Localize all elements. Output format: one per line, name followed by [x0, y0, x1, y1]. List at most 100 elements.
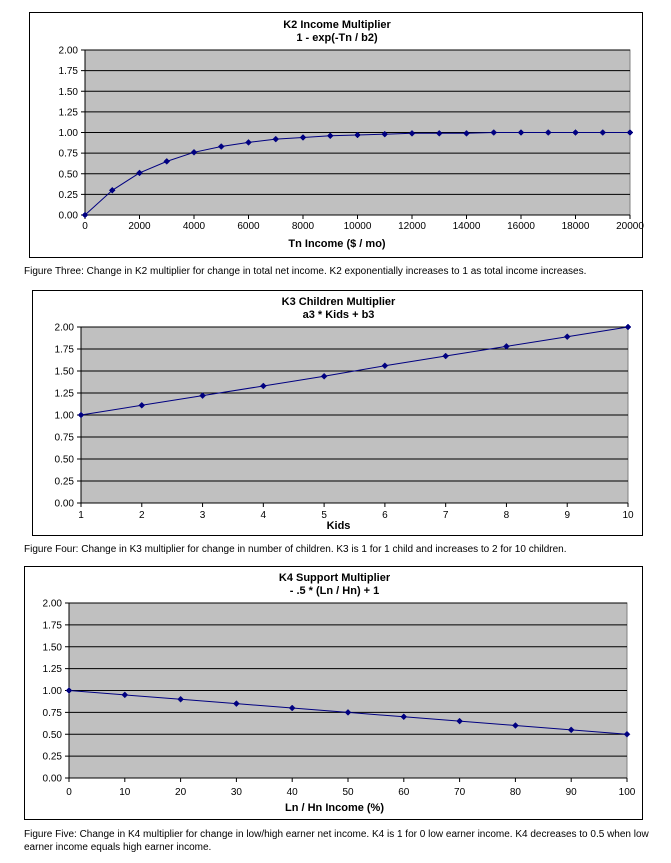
x-tick-label: 8000: [292, 221, 315, 232]
figure-three-caption: Figure Three: Change in K2 multiplier fo…: [24, 266, 587, 277]
data-point: [108, 186, 116, 194]
y-tick-label: 1.25: [43, 664, 63, 675]
y-tick-label: 0.50: [59, 169, 79, 180]
y-tick-label: 0.75: [59, 149, 79, 160]
y-tick-label: 1.50: [59, 87, 79, 98]
k4-chart-frame: K4 Support Multiplier - .5 * (Ln / Hn) + …: [24, 566, 643, 820]
data-point: [344, 709, 352, 716]
data-point: [163, 158, 171, 165]
data-point: [567, 726, 575, 734]
x-axis-label: Tn Income ($ / mo): [288, 238, 386, 250]
data-point: [463, 129, 470, 137]
data-point: [138, 401, 146, 409]
y-tick-label: 1.00: [55, 411, 75, 422]
y-tick-label: 0.25: [59, 190, 79, 201]
data-point: [288, 704, 296, 712]
chart-subtitle: - .5 * (Ln / Hn) + 1: [290, 585, 380, 597]
x-axis-label: Kids: [327, 520, 351, 532]
x-tick-label: 30: [231, 787, 243, 798]
x-tick-label: 10: [119, 787, 131, 798]
y-tick-label: 1.50: [55, 367, 75, 378]
chart-subtitle: a3 * Kids + b3: [303, 309, 375, 321]
data-point: [624, 323, 632, 331]
data-point: [233, 700, 240, 707]
x-tick-label: 10000: [344, 221, 372, 232]
x-tick-label: 10: [622, 510, 634, 521]
data-point: [299, 134, 307, 141]
x-tick-label: 4000: [183, 221, 206, 232]
x-tick-label: 0: [66, 787, 72, 798]
data-point: [435, 129, 443, 137]
y-tick-label: 0.50: [55, 455, 75, 466]
data-point: [217, 143, 225, 150]
data-point: [81, 211, 89, 219]
x-tick-label: 7: [443, 510, 449, 521]
y-tick-label: 0.25: [55, 477, 75, 488]
data-point: [65, 687, 73, 694]
data-point: [503, 343, 510, 350]
x-axis-label: Ln / Hn Income (%): [285, 802, 384, 814]
y-tick-label: 0.50: [43, 730, 63, 741]
x-tick-label: 14000: [453, 221, 481, 232]
series-line: [80, 326, 629, 416]
data-point: [408, 129, 416, 137]
data-point: [326, 132, 334, 140]
data-point: [77, 411, 85, 419]
y-tick-label: 0.00: [55, 499, 75, 510]
x-tick-label: 2: [139, 510, 145, 521]
data-point: [245, 139, 252, 146]
data-point: [572, 129, 579, 136]
x-tick-label: 60: [398, 787, 410, 798]
x-tick-label: 1: [78, 510, 84, 521]
chart-subtitle: 1 - exp(-Tn / b2): [296, 32, 378, 44]
data-point: [517, 129, 525, 136]
data-point: [563, 333, 571, 341]
x-tick-label: 6000: [237, 221, 260, 232]
x-tick-label: 100: [619, 787, 636, 798]
data-point: [320, 372, 328, 380]
data-point: [381, 130, 389, 138]
k4-support-multiplier-chart: K4 Support Multiplier- .5 * (Ln / Hn) + …: [43, 572, 636, 814]
y-tick-label: 2.00: [59, 46, 79, 57]
y-tick-label: 1.75: [55, 345, 75, 356]
figure-four-caption: Figure Four: Change in K3 multiplier for…: [24, 544, 567, 555]
y-tick-label: 0.25: [43, 752, 63, 763]
x-tick-label: 20: [175, 787, 187, 798]
y-tick-label: 1.00: [59, 128, 79, 139]
data-point: [490, 129, 498, 136]
x-tick-label: 70: [454, 787, 466, 798]
y-tick-label: 1.50: [43, 642, 63, 653]
data-point: [272, 135, 280, 143]
data-point: [626, 129, 634, 136]
x-tick-label: 50: [342, 787, 354, 798]
k3-chart-frame: K3 Children Multiplier a3 * Kids + b3 0.00…: [32, 290, 643, 536]
data-point: [381, 362, 389, 370]
y-tick-label: 2.00: [43, 599, 63, 610]
x-tick-label: 20000: [616, 221, 644, 232]
data-point: [512, 722, 519, 729]
x-tick-label: 4: [261, 510, 267, 521]
x-tick-label: 0: [82, 221, 88, 232]
data-point: [177, 695, 184, 703]
x-tick-label: 8: [504, 510, 510, 521]
x-tick-label: 6: [382, 510, 388, 521]
y-tick-label: 0.00: [59, 211, 79, 222]
chart-title: K2 Income Multiplier: [283, 19, 391, 31]
y-tick-label: 1.25: [55, 389, 75, 400]
data-point: [599, 129, 607, 136]
data-point: [442, 352, 450, 360]
x-tick-label: 80: [510, 787, 522, 798]
y-tick-label: 0.75: [55, 433, 75, 444]
x-tick-label: 2000: [128, 221, 151, 232]
y-tick-label: 0.75: [43, 708, 63, 719]
y-tick-label: 1.25: [59, 107, 79, 118]
y-tick-label: 1.00: [43, 686, 63, 697]
data-point: [121, 691, 129, 699]
x-tick-label: 12000: [398, 221, 426, 232]
data-point: [190, 148, 198, 156]
data-point: [259, 382, 267, 390]
data-point: [623, 730, 631, 738]
x-tick-label: 18000: [562, 221, 590, 232]
